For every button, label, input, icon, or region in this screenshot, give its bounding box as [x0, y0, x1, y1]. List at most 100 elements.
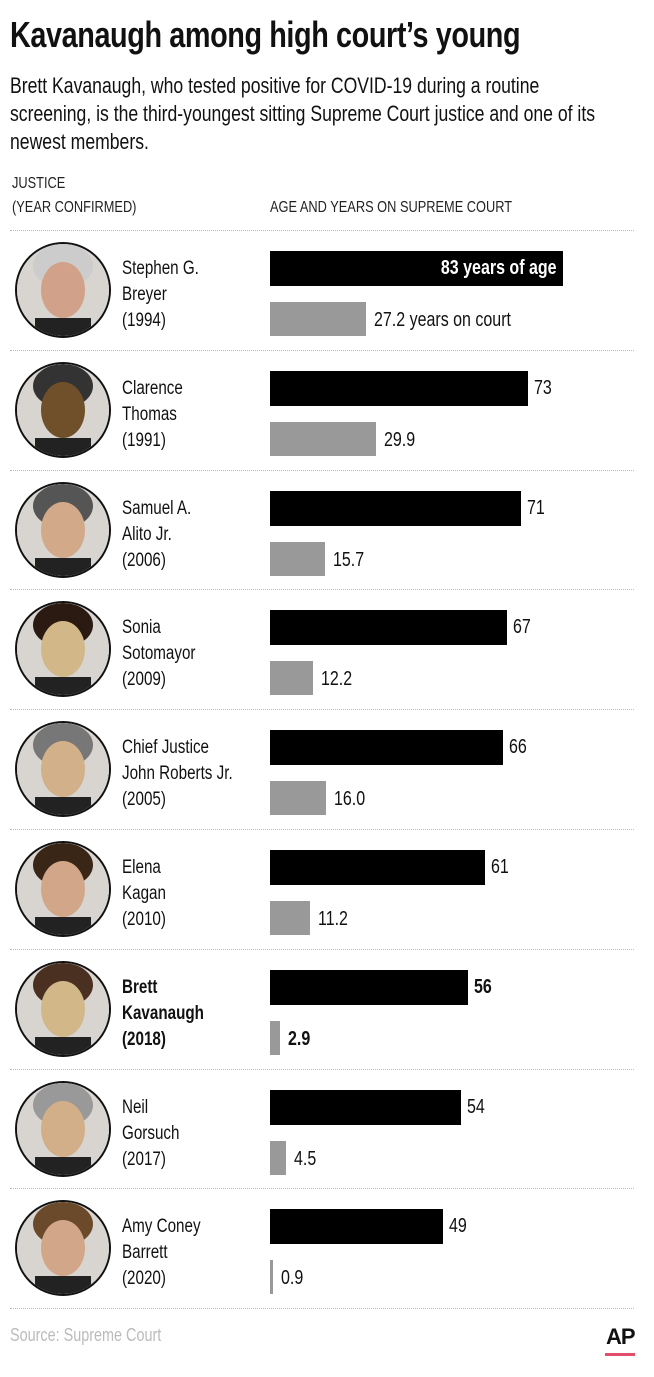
age-bar	[270, 610, 507, 646]
portrait-icon	[17, 363, 109, 456]
years-bar	[270, 661, 314, 696]
justice-name: Stephen G. Breyer (1994)	[122, 256, 218, 334]
justice-name-line: Brett	[122, 976, 158, 998]
justice-name-line: (2005)	[122, 789, 166, 811]
portrait-icon	[17, 962, 109, 1055]
years-bar	[270, 1020, 281, 1055]
portrait-icon	[17, 603, 109, 696]
ap-logo-underline	[605, 1353, 635, 1356]
age-bar	[270, 730, 503, 766]
justice-name: Neil Gorsuch (2017)	[122, 1095, 194, 1173]
justice-name: Brett Kavanaugh (2018)	[122, 975, 224, 1053]
justice-portrait	[15, 721, 111, 818]
justice-portrait	[15, 1200, 111, 1297]
age-label-text: 54	[466, 1095, 485, 1118]
justice-name-line: (1991)	[122, 429, 166, 451]
justice-column-header: JUSTICE (YEAR CONFIRMED)	[12, 172, 168, 220]
bars-column-header: AGE AND YEARS ON SUPREME COURT	[270, 196, 573, 220]
portrait-icon	[17, 843, 109, 935]
row-divider	[10, 1308, 634, 1310]
age-label-text: 71	[526, 496, 545, 519]
justice-portrait	[15, 361, 111, 458]
age-bar	[270, 490, 521, 526]
bars-header-text: AGE AND YEARS ON SUPREME COURT	[270, 199, 513, 216]
row-divider	[10, 1068, 634, 1070]
years-label-text: 11.2	[317, 908, 348, 930]
years-label-text: 0.9	[281, 1267, 304, 1290]
years-label: 2.9	[288, 1027, 316, 1051]
age-label: 71	[527, 496, 549, 520]
years-bar	[270, 1140, 286, 1175]
justice-name-line: Barrett	[122, 1242, 168, 1264]
chart-subtitle: Brett Kavanaugh, who tested positive for…	[10, 73, 596, 154]
justice-name-line: Chief Justice	[122, 737, 210, 759]
justice-name-line: (2020)	[122, 1268, 166, 1290]
age-bar	[270, 370, 528, 406]
years-label-text: 2.9	[288, 1027, 311, 1050]
justice-name-line: Neil	[122, 1096, 149, 1118]
justice-row: Sonia Sotomayor (2009) 67 12.2	[0, 589, 654, 709]
justice-name-line: Kagan	[122, 883, 166, 904]
portrait-icon	[17, 244, 109, 336]
age-label-text: 67	[512, 616, 531, 639]
age-label: 56	[474, 975, 496, 999]
justice-name-line: (2009)	[122, 669, 166, 691]
years-bar	[270, 901, 310, 935]
source-note: Source: Supreme Court	[10, 1325, 199, 1346]
justice-name-line: Kavanaugh	[122, 1002, 204, 1024]
justice-name-line: Alito Jr.	[122, 523, 172, 545]
justice-name-line: Clarence	[122, 377, 183, 399]
row-divider	[10, 829, 634, 830]
source-text: Source: Supreme Court	[10, 1325, 162, 1345]
justice-portrait	[15, 601, 111, 698]
age-label: 83 years of age	[412, 256, 557, 280]
years-label: 16.0	[334, 787, 373, 811]
age-bar	[270, 1089, 461, 1125]
header-line2: (YEAR CONFIRMED)	[12, 199, 137, 216]
years-label: 12.2	[321, 667, 360, 691]
justice-row: Brett Kavanaugh (2018) 56 2.9	[0, 949, 654, 1069]
justice-name-line: Breyer	[122, 284, 167, 305]
row-divider	[10, 589, 634, 591]
justice-row: Chief Justice John Roberts Jr. (2005) 66 16…	[0, 709, 654, 829]
portrait-icon	[17, 1202, 109, 1295]
age-label-text: 83 years of age	[441, 257, 557, 279]
years-label: 0.9	[281, 1266, 309, 1290]
justice-name-line: John Roberts Jr.	[122, 763, 233, 785]
portrait-icon	[17, 723, 109, 816]
age-bar	[270, 1209, 443, 1245]
age-label: 67	[513, 615, 535, 639]
years-bar	[270, 541, 326, 576]
justice-name-line: Thomas	[122, 403, 177, 425]
age-label: 54	[467, 1095, 489, 1119]
age-label: 61	[491, 855, 513, 879]
justice-name-line: Sonia	[122, 617, 161, 639]
ap-logo: AP	[606, 1324, 636, 1349]
justice-name: Sonia Sotomayor (2009)	[122, 615, 214, 693]
justice-name: Amy Coney Barrett (2020)	[122, 1214, 220, 1292]
justice-name: Chief Justice John Roberts Jr. (2005)	[122, 735, 260, 813]
age-label-text: 66	[508, 736, 527, 759]
justice-row: Clarence Thomas (1991) 73 29.9	[0, 350, 654, 470]
justice-row: Samuel A. Alito Jr. (2006) 71 15.7	[0, 470, 654, 590]
age-label-text: 73	[533, 376, 552, 399]
chart-title: Kavanaugh among high court’s young	[10, 14, 648, 56]
portrait-icon	[17, 483, 109, 576]
justice-name-line: (2010)	[122, 909, 166, 930]
years-label-text: 15.7	[333, 548, 365, 571]
justice-name-line: (1994)	[122, 310, 166, 331]
age-label-text: 61	[491, 856, 510, 878]
years-bar	[270, 421, 376, 456]
justice-name: Elena Kagan (2010)	[122, 855, 177, 933]
years-bar	[270, 781, 327, 816]
row-divider	[10, 230, 634, 231]
age-label: 66	[509, 735, 531, 759]
years-bar	[270, 1260, 274, 1295]
years-label-text: 27.2 years on court	[374, 309, 511, 331]
years-label: 11.2	[318, 907, 355, 931]
age-bar	[270, 850, 486, 885]
years-label-text: 16.0	[334, 788, 366, 811]
justice-name-line: (2017)	[122, 1148, 166, 1170]
justice-name-line: Gorsuch	[122, 1122, 180, 1144]
